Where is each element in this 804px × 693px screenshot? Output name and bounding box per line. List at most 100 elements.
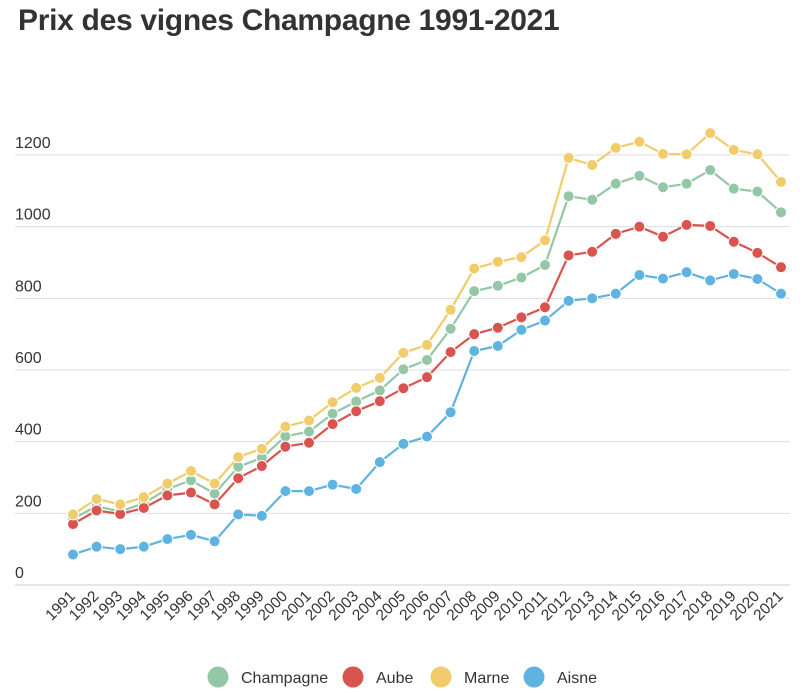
data-point-aisne: [397, 437, 410, 450]
data-point-marne: [704, 127, 717, 140]
data-point-champagne: [303, 425, 315, 438]
data-point-champagne: [609, 177, 622, 190]
data-point-champagne: [421, 353, 433, 366]
series-champagne: [67, 164, 787, 525]
data-point-aisne: [444, 406, 457, 419]
data-point-aisne: [515, 323, 528, 336]
data-point-aube: [727, 235, 740, 248]
y-tick-label: 200: [15, 493, 42, 510]
data-point-aisne: [680, 266, 693, 279]
data-point-aisne: [491, 339, 504, 352]
data-point-aube: [515, 311, 528, 324]
data-point-marne: [326, 396, 339, 409]
data-point-aube: [137, 501, 150, 514]
data-point-champagne: [515, 271, 528, 284]
y-tick-label: 1200: [15, 135, 51, 152]
data-point-aisne: [633, 269, 646, 282]
data-point-aisne: [657, 272, 669, 285]
data-point-aisne: [609, 287, 622, 300]
data-point-aisne: [562, 294, 575, 307]
data-point-aube: [255, 460, 268, 473]
data-point-aube: [161, 489, 174, 502]
data-point-champagne: [468, 285, 481, 298]
data-point-champagne: [373, 384, 386, 397]
data-point-marne: [633, 135, 646, 148]
y-axis-ticks: 0 200 400 600 800 1000 1200: [15, 135, 51, 582]
y-tick-label: 600: [15, 350, 42, 367]
data-point-champagne: [586, 193, 599, 206]
data-point-champagne: [727, 182, 740, 195]
data-point-champagne: [397, 363, 410, 376]
data-point-marne: [397, 346, 410, 359]
legend-marker-champagne: [207, 666, 229, 688]
data-point-champagne: [751, 185, 764, 198]
data-point-aube: [751, 246, 764, 259]
data-point-aisne: [161, 533, 174, 546]
data-point-marne: [185, 465, 197, 478]
data-point-aisne: [468, 345, 481, 358]
data-point-marne: [562, 151, 575, 164]
legend-item-champagne: Champagne: [207, 666, 328, 688]
data-point-aisne: [232, 508, 245, 521]
legend-item-aisne: Aisne: [523, 666, 597, 688]
legend: Champagne Aube Marne Aisne: [207, 666, 597, 688]
data-point-marne: [373, 371, 386, 384]
legend-label-aisne: Aisne: [557, 670, 597, 687]
data-point-marne: [255, 442, 268, 455]
series-layer: [67, 127, 787, 561]
data-point-aube: [680, 218, 693, 231]
data-point-aube: [350, 405, 363, 418]
data-point-aube: [657, 230, 669, 243]
data-point-aube: [444, 346, 457, 359]
data-point-marne: [161, 477, 174, 490]
data-point-champagne: [680, 177, 693, 190]
data-point-aube: [279, 440, 292, 453]
data-point-marne: [421, 338, 433, 351]
legend-label-champagne: Champagne: [241, 670, 328, 687]
data-point-aube: [185, 486, 197, 499]
legend-label-aube: Aube: [376, 670, 413, 687]
data-point-aube: [421, 371, 433, 384]
data-point-marne: [67, 508, 79, 521]
series-line-marne: [72, 132, 782, 516]
data-point-marne: [586, 159, 599, 172]
data-point-aisne: [279, 485, 292, 498]
data-point-aisne: [208, 535, 221, 548]
data-point-champagne: [657, 181, 669, 194]
data-point-marne: [775, 175, 787, 188]
data-point-marne: [114, 498, 127, 511]
legend-marker-aube: [342, 666, 364, 688]
data-point-champagne: [704, 164, 717, 177]
data-point-champagne: [208, 487, 221, 500]
data-point-aisne: [421, 430, 433, 443]
data-point-aube: [397, 382, 410, 395]
data-point-aube: [90, 504, 103, 517]
data-point-aisne: [373, 456, 386, 469]
data-point-aisne: [727, 267, 740, 280]
data-point-aube: [586, 245, 599, 258]
data-point-aube: [326, 418, 339, 431]
data-point-aisne: [114, 543, 127, 556]
data-point-marne: [491, 255, 504, 268]
data-point-aube: [303, 436, 315, 449]
data-point-aube: [232, 472, 245, 485]
data-point-aube: [373, 395, 386, 408]
data-point-champagne: [539, 259, 551, 272]
data-point-aisne: [185, 528, 197, 541]
data-point-aube: [704, 219, 717, 232]
data-point-aisne: [67, 548, 79, 561]
data-point-marne: [609, 141, 622, 154]
data-point-marne: [303, 414, 315, 427]
data-point-marne: [208, 477, 221, 490]
data-point-aisne: [326, 478, 339, 491]
data-point-champagne: [775, 206, 787, 219]
data-point-marne: [727, 143, 740, 156]
data-point-marne: [680, 148, 693, 161]
legend-label-marne: Marne: [464, 670, 509, 687]
data-point-marne: [350, 381, 363, 394]
series-line-aisne: [72, 271, 782, 556]
y-tick-label: 800: [15, 278, 42, 295]
data-point-aisne: [704, 274, 717, 287]
data-point-marne: [90, 493, 103, 505]
